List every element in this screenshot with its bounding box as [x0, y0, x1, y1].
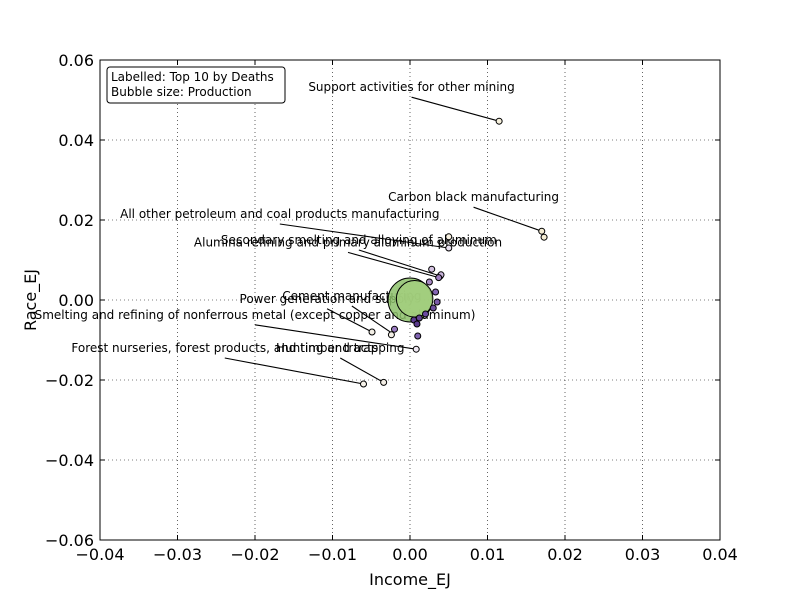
annotation-leader-line — [224, 357, 364, 385]
annotations: Support activities for other mining Carbo… — [35, 80, 559, 385]
annotation-leader-line — [326, 308, 373, 333]
annotation-label: Power generation and supply — [240, 292, 415, 306]
y-tick-label: −0.04 — [45, 451, 94, 470]
bubble-point — [433, 298, 441, 306]
y-tick-label: 0.00 — [58, 291, 94, 310]
data-points — [359, 117, 548, 388]
bubble-point — [421, 310, 430, 318]
bubble-point — [435, 274, 443, 282]
bubble-point — [412, 345, 420, 353]
bubble-point — [538, 227, 546, 235]
annotation-leader-line — [339, 357, 384, 383]
axis-ticks: −0.04 −0.03 −0.02 −0.01 0.00 0.01 0.02 0.03 0.04… — [45, 51, 738, 564]
x-tick-label: 0.01 — [470, 545, 506, 564]
y-axis-label: Race_EJ — [21, 269, 41, 331]
bubble-point — [380, 378, 388, 386]
annotation-label: All other petroleum and coal products ma… — [120, 207, 439, 221]
bubble-point — [445, 244, 453, 252]
x-tick-label: 0.03 — [625, 545, 661, 564]
bubble-point — [432, 288, 440, 296]
annotation-leader-line — [351, 305, 395, 336]
y-tick-label: −0.06 — [45, 531, 94, 550]
bubble-point — [445, 233, 453, 241]
x-tick-label: 0.00 — [392, 545, 428, 564]
bubble-point — [425, 278, 433, 286]
x-tick-label: 0.04 — [702, 545, 738, 564]
bubble-point — [387, 331, 395, 339]
annotation-label: Forest nurseries, forest products, and t… — [71, 341, 378, 355]
x-axis-label: Income_EJ — [369, 570, 451, 590]
bubble-point — [428, 265, 436, 273]
bubble-point — [390, 325, 399, 333]
bubble-point — [540, 233, 548, 241]
annotation-leader-line — [254, 324, 417, 350]
annotation-leader-line — [358, 249, 441, 277]
annotation-label: Secondary smelting and alloying of alumi… — [221, 233, 497, 247]
annotation-label: Alumina refining and primary aluminum pr… — [194, 235, 502, 249]
bubble-point — [429, 304, 437, 312]
annotation-leader-line — [473, 206, 542, 232]
y-tick-label: 0.06 — [58, 51, 94, 70]
y-tick-label: −0.02 — [45, 371, 94, 390]
bubble-point — [414, 332, 422, 340]
bubble-point — [495, 117, 503, 125]
grid — [100, 60, 720, 540]
x-tick-label: −0.04 — [75, 545, 124, 564]
bubble-point — [415, 314, 423, 322]
x-tick-label: −0.01 — [308, 545, 357, 564]
plot-frame — [99, 59, 721, 541]
legend-box: Labelled: Top 10 by Deaths Bubble size: … — [106, 66, 286, 104]
bubble-point — [368, 328, 376, 336]
x-tick-label: −0.02 — [230, 545, 279, 564]
annotation-label: Carbon black manufacturing — [388, 190, 559, 204]
legend-line-1: Labelled: Top 10 by Deaths — [111, 70, 274, 84]
annotation-label: Smelting and refining of nonferrous meta… — [35, 308, 476, 322]
annotation-leader-line — [411, 96, 500, 122]
annotation-leader-line — [347, 251, 441, 279]
x-tick-label: −0.03 — [153, 545, 202, 564]
legend-line-2: Bubble size: Production — [111, 85, 252, 99]
x-tick-label: 0.02 — [547, 545, 583, 564]
y-tick-label: 0.04 — [58, 131, 94, 150]
bubble-point — [359, 380, 368, 388]
annotation-label: Cement manufacturing — [282, 289, 421, 303]
bubble-point — [413, 320, 421, 328]
y-tick-label: 0.02 — [58, 211, 94, 230]
annotation-leader-line — [279, 223, 449, 249]
annotation-label: Hunting and trapping — [276, 341, 404, 355]
annotation-label: Support activities for other mining — [308, 80, 514, 94]
